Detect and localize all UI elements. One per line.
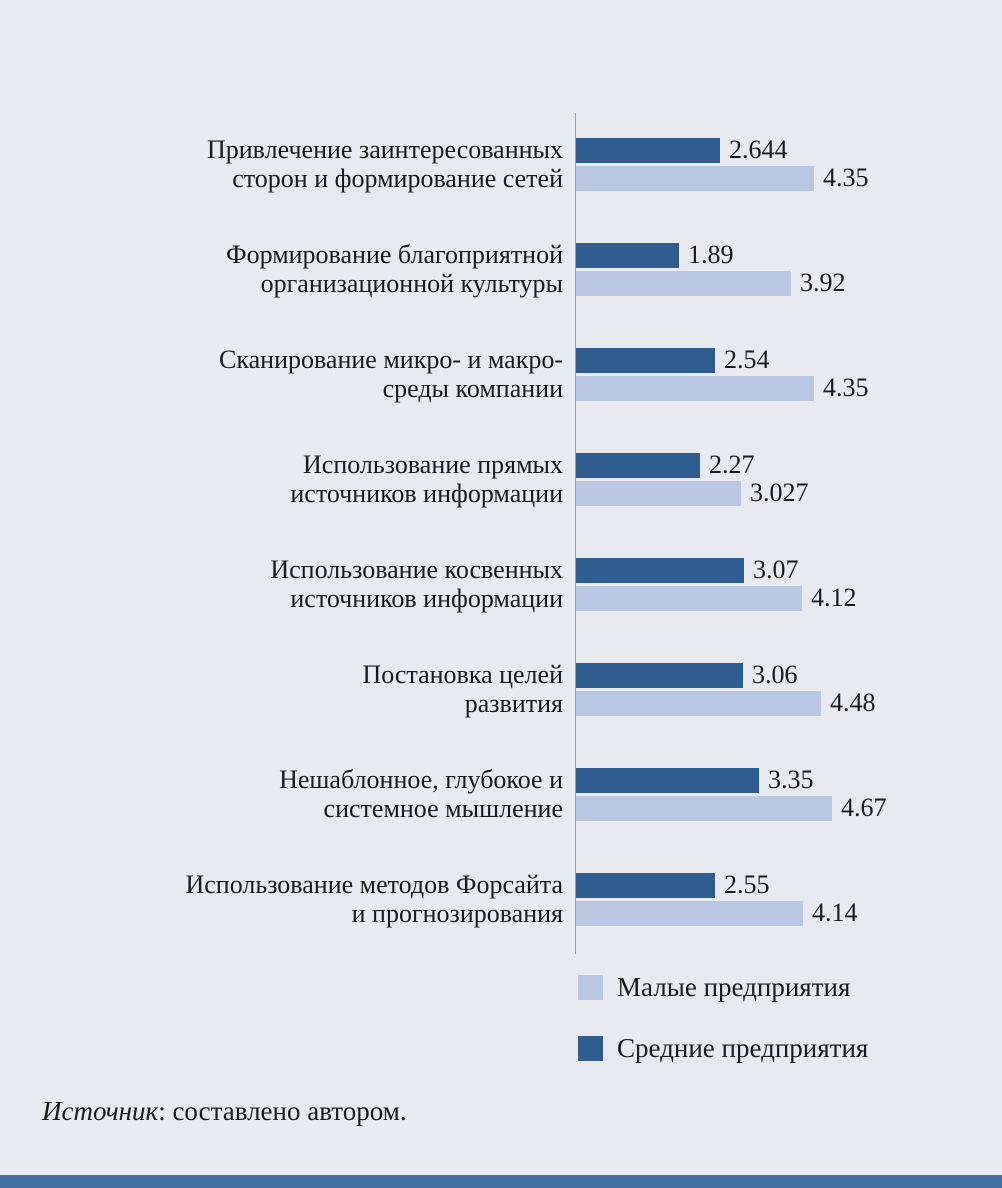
bar-medium-enterprises — [575, 242, 679, 268]
chart-rows: Привлечение заинтересованных сторон и фо… — [40, 113, 962, 954]
value-label-medium-enterprises: 2.27 — [709, 450, 755, 479]
value-label-medium-enterprises: 3.07 — [753, 555, 799, 584]
bar-line-medium-enterprises: 3.06 — [575, 660, 962, 689]
bar-group: 3.07 4.12 — [575, 555, 962, 612]
value-label-medium-enterprises: 1.89 — [688, 240, 734, 269]
bar-group: 1.89 3.92 — [575, 240, 962, 297]
bar-medium-enterprises — [575, 872, 715, 898]
bar-small-enterprises — [575, 690, 821, 716]
value-label-medium-enterprises: 2.55 — [724, 870, 770, 899]
value-label-small-enterprises: 3.027 — [750, 478, 809, 507]
bar-line-small-enterprises: 3.027 — [575, 478, 962, 507]
bar-group: 2.55 4.14 — [575, 870, 962, 927]
legend: Малые предприятия Средние предприятия — [578, 972, 868, 1064]
chart-row: Нешаблонное, глубокое и системное мышлен… — [40, 765, 962, 823]
bar-line-medium-enterprises: 3.07 — [575, 555, 962, 584]
bar-medium-enterprises — [575, 557, 744, 583]
value-label-medium-enterprises: 3.35 — [768, 765, 814, 794]
bar-group: 2.54 4.35 — [575, 345, 962, 402]
bar-small-enterprises — [575, 375, 814, 401]
bar-chart: Привлечение заинтересованных сторон и фо… — [40, 113, 962, 954]
bar-line-small-enterprises: 3.92 — [575, 268, 962, 297]
source-note: Источник: составлено автором. — [42, 1096, 407, 1127]
chart-row: Формирование благоприятной организационн… — [40, 240, 962, 298]
value-label-small-enterprises: 4.35 — [823, 373, 869, 402]
bar-medium-enterprises — [575, 137, 720, 163]
value-label-medium-enterprises: 3.06 — [752, 660, 798, 689]
bar-line-small-enterprises: 4.48 — [575, 688, 962, 717]
bar-line-medium-enterprises: 2.644 — [575, 135, 962, 164]
bar-line-small-enterprises: 4.35 — [575, 163, 962, 192]
bottom-accent-strip — [0, 1175, 1002, 1188]
source-text: : составлено автором. — [158, 1096, 407, 1126]
legend-swatch-medium-enterprises — [578, 1036, 603, 1061]
bar-small-enterprises — [575, 585, 802, 611]
bar-line-medium-enterprises: 2.27 — [575, 450, 962, 479]
value-label-small-enterprises: 4.12 — [811, 583, 857, 612]
bar-small-enterprises — [575, 270, 791, 296]
bar-medium-enterprises — [575, 452, 700, 478]
bar-group: 3.06 4.48 — [575, 660, 962, 717]
bar-line-small-enterprises: 4.35 — [575, 373, 962, 402]
bar-medium-enterprises — [575, 767, 759, 793]
value-label-small-enterprises: 3.92 — [800, 268, 846, 297]
bar-line-medium-enterprises: 1.89 — [575, 240, 962, 269]
legend-item-small-enterprises: Малые предприятия — [578, 972, 868, 1003]
bar-medium-enterprises — [575, 662, 743, 688]
value-label-medium-enterprises: 2.54 — [724, 345, 770, 374]
value-label-small-enterprises: 4.35 — [823, 163, 869, 192]
bar-small-enterprises — [575, 480, 741, 506]
axis-line — [575, 113, 576, 954]
bar-group: 3.35 4.67 — [575, 765, 962, 822]
chart-row: Использование косвенных источников инфор… — [40, 555, 962, 613]
bar-line-small-enterprises: 4.67 — [575, 793, 962, 822]
bar-group: 2.27 3.027 — [575, 450, 962, 507]
category-label: Формирование благоприятной организационн… — [226, 240, 563, 298]
category-label: Использование методов Форсайта и прогноз… — [185, 870, 563, 928]
chart-row: Использование методов Форсайта и прогноз… — [40, 870, 962, 928]
value-label-small-enterprises: 4.14 — [812, 898, 858, 927]
value-label-medium-enterprises: 2.644 — [729, 135, 788, 164]
bar-line-small-enterprises: 4.14 — [575, 898, 962, 927]
legend-swatch-small-enterprises — [578, 975, 603, 1000]
bar-medium-enterprises — [575, 347, 715, 373]
legend-item-medium-enterprises: Средние предприятия — [578, 1033, 868, 1064]
source-prefix: Источник — [42, 1096, 159, 1126]
bar-line-medium-enterprises: 3.35 — [575, 765, 962, 794]
chart-row: Использование прямых источников информац… — [40, 450, 962, 508]
bar-small-enterprises — [575, 900, 803, 926]
chart-row: Постановка целей развития 3.06 4.48 — [40, 660, 962, 718]
chart-row: Сканирование микро- и макро- среды компа… — [40, 345, 962, 403]
bar-small-enterprises — [575, 795, 832, 821]
category-label: Привлечение заинтересованных сторон и фо… — [206, 135, 563, 193]
bar-small-enterprises — [575, 165, 814, 191]
legend-label-small-enterprises: Малые предприятия — [617, 972, 851, 1002]
chart-row: Привлечение заинтересованных сторон и фо… — [40, 135, 962, 193]
category-label: Нешаблонное, глубокое и системное мышлен… — [279, 765, 563, 823]
value-label-small-enterprises: 4.48 — [830, 688, 876, 717]
bar-line-small-enterprises: 4.12 — [575, 583, 962, 612]
bar-line-medium-enterprises: 2.54 — [575, 345, 962, 374]
category-label: Использование прямых источников информац… — [290, 450, 563, 508]
category-label: Использование косвенных источников инфор… — [270, 555, 563, 613]
bar-group: 2.644 4.35 — [575, 135, 962, 192]
bar-line-medium-enterprises: 2.55 — [575, 870, 962, 899]
legend-label-medium-enterprises: Средние предприятия — [617, 1033, 869, 1063]
category-label: Сканирование микро- и макро- среды компа… — [219, 345, 563, 403]
category-label: Постановка целей развития — [362, 660, 563, 718]
value-label-small-enterprises: 4.67 — [841, 793, 887, 822]
